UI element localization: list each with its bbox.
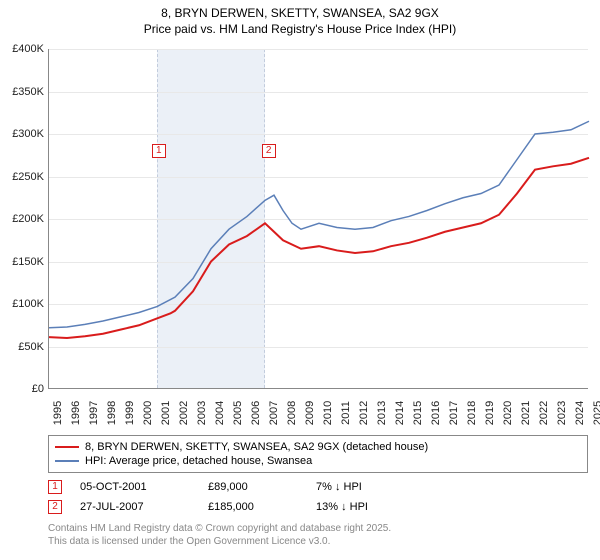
series-price_paid: [49, 158, 589, 338]
y-tick-label: £0: [2, 383, 44, 395]
annotation-box-2: 2: [262, 144, 276, 158]
x-tick-label: 1995: [52, 401, 64, 425]
x-tick-label: 2001: [160, 401, 172, 425]
x-tick-label: 1998: [106, 401, 118, 425]
x-tick-label: 2024: [574, 401, 586, 425]
transaction-row: 2 27-JUL-2007 £185,000 13% ↓ HPI: [48, 497, 588, 517]
footer-line-2: This data is licensed under the Open Gov…: [48, 536, 588, 549]
y-tick-label: £350K: [2, 86, 44, 98]
x-tick-label: 2008: [286, 401, 298, 425]
x-tick-label: 2010: [322, 401, 334, 425]
x-tick-label: 2014: [394, 401, 406, 425]
line-layer: [49, 49, 588, 388]
x-tick-label: 1996: [70, 401, 82, 425]
chart-title: 8, BRYN DERWEN, SKETTY, SWANSEA, SA2 9GX…: [0, 0, 600, 41]
annotation-marker-1: 1: [48, 480, 62, 494]
transaction-date: 05-OCT-2001: [80, 481, 190, 493]
x-tick-label: 2009: [304, 401, 316, 425]
y-tick-label: £50K: [2, 341, 44, 353]
x-tick-label: 1997: [88, 401, 100, 425]
title-line-2: Price paid vs. HM Land Registry's House …: [0, 22, 600, 38]
x-tick-label: 2016: [430, 401, 442, 425]
x-tick-label: 2004: [214, 401, 226, 425]
transaction-delta: 7% ↓ HPI: [316, 481, 406, 493]
x-tick-label: 2017: [448, 401, 460, 425]
x-tick-label: 2013: [376, 401, 388, 425]
chart-container: 12 £0£50K£100K£150K£200K£250K£300K£350K£…: [0, 41, 600, 431]
legend-label-2: HPI: Average price, detached house, Swan…: [85, 455, 312, 467]
x-tick-label: 2019: [484, 401, 496, 425]
x-tick-label: 2011: [340, 401, 352, 425]
x-tick-label: 2003: [196, 401, 208, 425]
x-tick-label: 2018: [466, 401, 478, 425]
x-tick-label: 2012: [358, 401, 370, 425]
x-tick-label: 2025: [592, 401, 600, 425]
y-tick-label: £300K: [2, 128, 44, 140]
transaction-date: 27-JUL-2007: [80, 501, 190, 513]
transaction-table: 1 05-OCT-2001 £89,000 7% ↓ HPI 2 27-JUL-…: [48, 477, 588, 517]
footer-line-1: Contains HM Land Registry data © Crown c…: [48, 523, 588, 536]
x-tick-label: 2020: [502, 401, 514, 425]
annotation-marker-2: 2: [48, 500, 62, 514]
x-tick-label: 1999: [124, 401, 136, 425]
x-tick-label: 2015: [412, 401, 424, 425]
x-tick-label: 2023: [556, 401, 568, 425]
y-tick-label: £150K: [2, 256, 44, 268]
x-tick-label: 2022: [538, 401, 550, 425]
x-tick-label: 2021: [520, 401, 532, 425]
transaction-price: £89,000: [208, 481, 298, 493]
y-tick-label: £400K: [2, 43, 44, 55]
y-tick-label: £200K: [2, 213, 44, 225]
x-tick-label: 2006: [250, 401, 262, 425]
y-tick-label: £100K: [2, 298, 44, 310]
legend-swatch-1: [55, 446, 79, 448]
legend-swatch-2: [55, 460, 79, 462]
annotation-box-1: 1: [152, 144, 166, 158]
title-line-1: 8, BRYN DERWEN, SKETTY, SWANSEA, SA2 9GX: [0, 6, 600, 22]
x-tick-label: 2007: [268, 401, 280, 425]
x-tick-label: 2000: [142, 401, 154, 425]
plot-area: 12: [48, 49, 588, 389]
legend: 8, BRYN DERWEN, SKETTY, SWANSEA, SA2 9GX…: [48, 435, 588, 473]
legend-label-1: 8, BRYN DERWEN, SKETTY, SWANSEA, SA2 9GX…: [85, 441, 428, 453]
legend-item-price-paid: 8, BRYN DERWEN, SKETTY, SWANSEA, SA2 9GX…: [55, 440, 581, 454]
legend-item-hpi: HPI: Average price, detached house, Swan…: [55, 454, 581, 468]
transaction-price: £185,000: [208, 501, 298, 513]
series-hpi: [49, 121, 589, 328]
transaction-row: 1 05-OCT-2001 £89,000 7% ↓ HPI: [48, 477, 588, 497]
x-tick-label: 2002: [178, 401, 190, 425]
transaction-delta: 13% ↓ HPI: [316, 501, 406, 513]
x-tick-label: 2005: [232, 401, 244, 425]
y-tick-label: £250K: [2, 171, 44, 183]
footer: Contains HM Land Registry data © Crown c…: [48, 523, 588, 548]
